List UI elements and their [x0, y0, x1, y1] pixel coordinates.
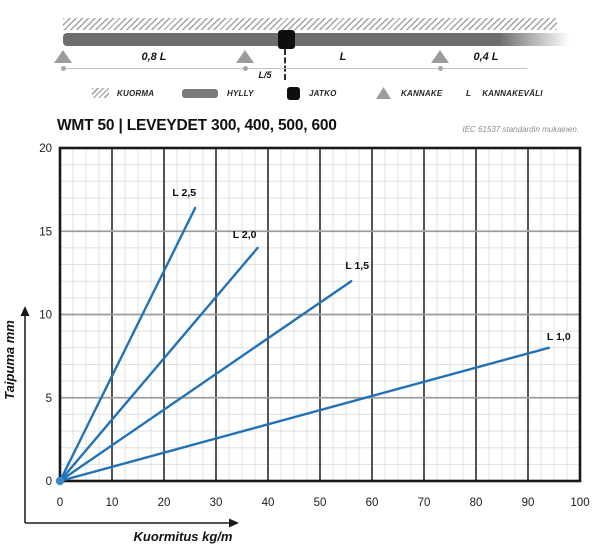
series-label: L 2,5 — [172, 187, 196, 199]
joint-block — [278, 30, 295, 49]
span-label-right: 0,4 L — [473, 51, 499, 63]
load-hatch-icon — [92, 88, 109, 98]
legend-label: JATKO — [309, 88, 337, 98]
plot-frame-rect — [58, 146, 582, 483]
legend-item-hylly: HYLLY — [182, 86, 254, 100]
legend-item-kannakevali: L KANNAKEVÄLI — [466, 86, 543, 100]
tick-labels: 0 10 20 30 40 50 60 70 80 90 100 0 5 10 15 20 — [39, 143, 589, 509]
x-tick-label: 30 — [210, 497, 223, 509]
dimension-dot-1 — [60, 66, 66, 71]
y-axis-arrow — [20, 306, 30, 523]
dimension-dot-3 — [437, 66, 443, 71]
x-tick-label: 90 — [522, 497, 535, 509]
series-line — [58, 246, 259, 483]
legend-item-jatko: JATKO — [287, 86, 337, 100]
x-tick-label: 100 — [570, 497, 589, 509]
series-line — [58, 280, 353, 483]
dimension-line — [63, 68, 527, 70]
series-lines — [55, 206, 550, 486]
legend-label: KUORMA — [117, 88, 155, 98]
y-tick-label: 0 — [46, 476, 52, 488]
x-tick-label: 80 — [470, 497, 483, 509]
shelf-icon — [182, 88, 218, 98]
page-title: WMT 50 | LEVEYDET 300, 400, 500, 600 — [57, 117, 337, 134]
series-label: L 1,0 — [547, 331, 571, 343]
dimension-dot-2 — [242, 66, 248, 71]
standard-note: IEC 61537 standardin mukainen. — [462, 125, 579, 134]
series-label: L 2,0 — [233, 229, 257, 241]
joint-icon — [287, 86, 300, 100]
y-axis-label: Taipuma mm — [2, 320, 17, 400]
grid-major-lines — [60, 148, 580, 481]
shelf-beam — [63, 33, 570, 46]
joint-dashed-line — [284, 49, 286, 80]
series-line — [58, 206, 197, 483]
span-label-middle: L — [339, 51, 347, 63]
x-tick-label: 40 — [262, 497, 275, 509]
legend-item-kannake: KANNAKE — [376, 86, 442, 100]
span-symbol: L — [466, 88, 472, 98]
x-axis-label: Kuormitus kg/m — [134, 529, 233, 544]
series-line — [58, 346, 550, 483]
y-tick-label: 20 — [39, 143, 52, 155]
load-hatch — [63, 18, 557, 30]
y-tick-label: 15 — [39, 226, 52, 238]
joint-offset-label: L/5 — [258, 70, 272, 80]
legend-item-kuorma: KUORMA — [92, 86, 154, 100]
y-tick-label: 10 — [39, 310, 52, 322]
x-tick-label: 60 — [366, 497, 379, 509]
series-label: L 1,5 — [345, 260, 369, 272]
x-tick-label: 70 — [418, 497, 431, 509]
plot-border — [58, 146, 582, 483]
x-axis-arrow — [25, 518, 239, 528]
arrow-right-icon — [229, 518, 239, 528]
origin-dot — [55, 476, 65, 486]
span-label-left: 0,8 L — [141, 51, 167, 63]
y-tick-label: 5 — [46, 393, 52, 405]
x-tick-label: 10 — [106, 497, 119, 509]
series-labels: L 2,5 L 2,0 L 1,5 L 1,0 — [172, 187, 570, 343]
x-tick-label: 0 — [57, 497, 63, 509]
x-tick-label: 20 — [158, 497, 171, 509]
legend-label: HYLLY — [227, 88, 254, 98]
legend-label: KANNAKEVÄLI — [482, 88, 543, 98]
legend-label: KANNAKE — [401, 88, 443, 98]
x-tick-label: 50 — [314, 497, 327, 509]
arrow-up-icon — [20, 306, 30, 316]
